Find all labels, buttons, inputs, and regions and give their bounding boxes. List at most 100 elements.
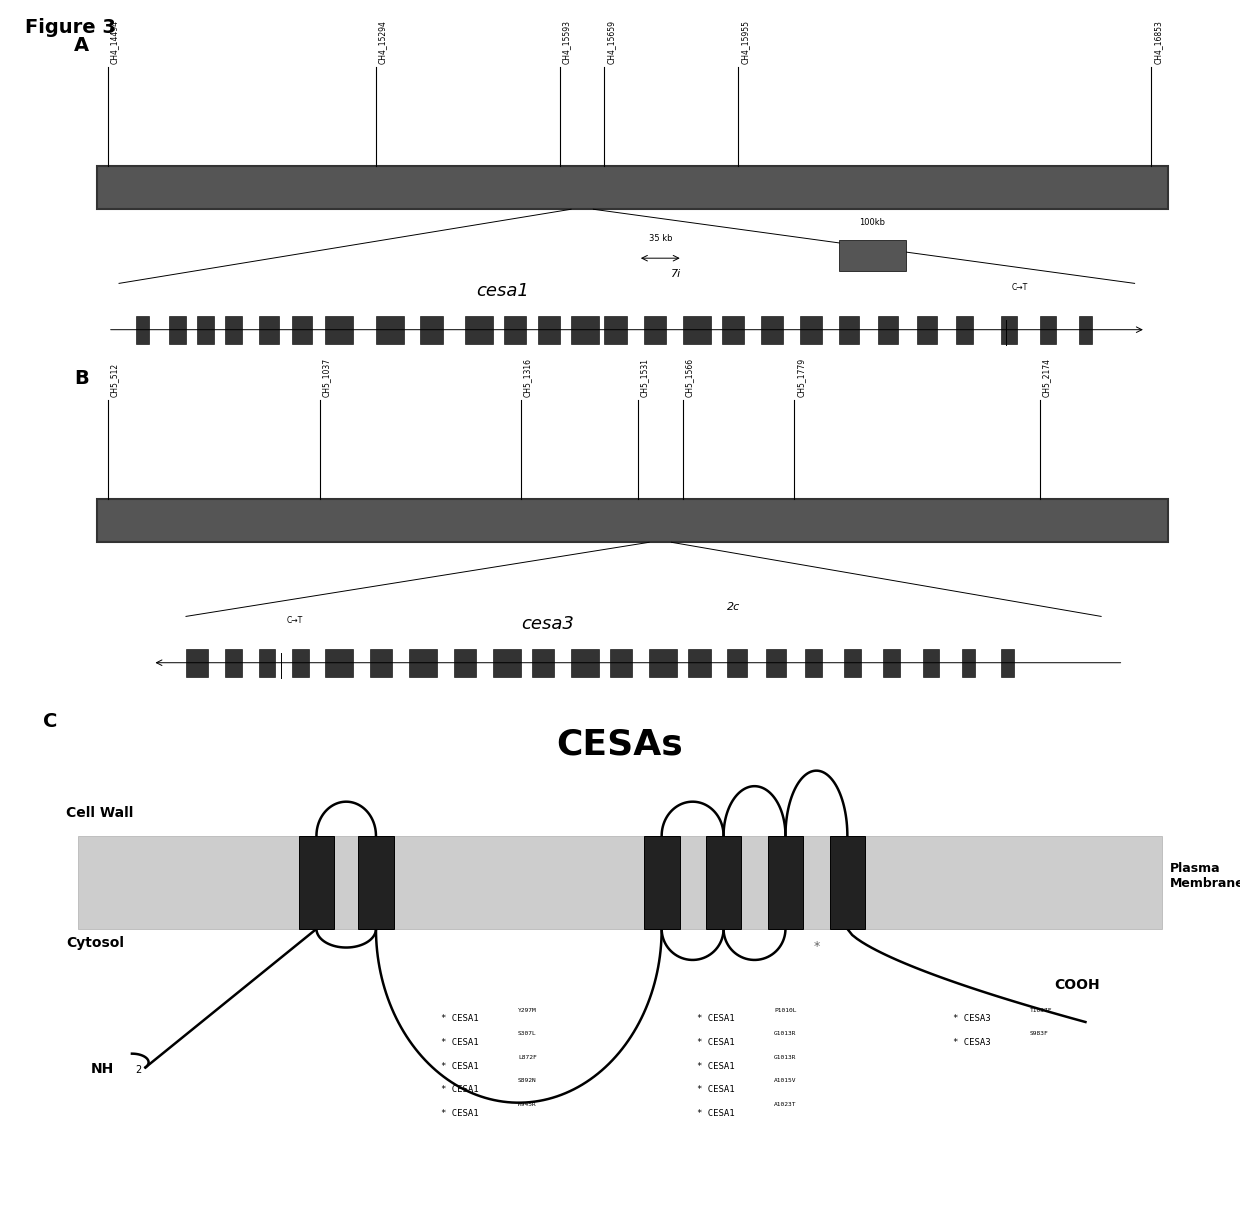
Bar (454, 649, 476, 677)
Text: *: * (813, 940, 820, 953)
Bar (293, 316, 312, 344)
Bar (532, 649, 554, 677)
Text: A: A (74, 36, 89, 56)
Bar (570, 649, 599, 677)
Bar (682, 316, 711, 344)
Text: * CESA1: * CESA1 (697, 1038, 735, 1048)
Bar (325, 316, 353, 344)
Bar (224, 649, 242, 677)
Bar (830, 836, 866, 929)
Text: 2: 2 (135, 1064, 141, 1075)
Text: * CESA1: * CESA1 (441, 1038, 479, 1048)
Text: cesa1: cesa1 (476, 282, 529, 300)
Bar (570, 316, 599, 344)
Text: * CESA3: * CESA3 (954, 1038, 991, 1048)
Text: CH5_2174: CH5_2174 (1042, 358, 1052, 397)
Text: * CESA1: * CESA1 (697, 1015, 735, 1023)
Bar (1001, 316, 1017, 344)
Bar (420, 316, 443, 344)
Bar (492, 649, 521, 677)
Text: CH5_1779: CH5_1779 (796, 358, 806, 397)
Text: Figure 3: Figure 3 (25, 18, 115, 38)
Bar (727, 649, 748, 677)
Text: * CESA1: * CESA1 (697, 1085, 735, 1095)
Text: T1037F: T1037F (1030, 1008, 1053, 1012)
Text: CH5_512: CH5_512 (110, 363, 119, 397)
Bar (838, 240, 905, 270)
Text: G1013R: G1013R (774, 1032, 796, 1037)
Text: CH4_15659: CH4_15659 (606, 21, 616, 64)
Bar (800, 316, 822, 344)
Bar (1001, 649, 1014, 677)
Text: A1023T: A1023T (774, 1102, 796, 1107)
Text: CH4_14494: CH4_14494 (110, 21, 119, 64)
Text: NH: NH (91, 1062, 114, 1075)
Text: S983F: S983F (1030, 1032, 1049, 1037)
Bar (135, 316, 149, 344)
Text: cesa3: cesa3 (521, 615, 574, 633)
Bar (688, 649, 711, 677)
Text: Cytosol: Cytosol (67, 936, 124, 951)
Bar (299, 836, 335, 929)
Text: P1010L: P1010L (774, 1008, 796, 1012)
Bar (1039, 316, 1056, 344)
Bar (465, 316, 492, 344)
Text: CH5_1037: CH5_1037 (322, 358, 331, 397)
Bar (760, 316, 782, 344)
Bar (258, 649, 275, 677)
Bar (644, 316, 666, 344)
Text: CH4_16853: CH4_16853 (1153, 21, 1163, 64)
Bar (78, 836, 1162, 929)
Text: G1013R: G1013R (774, 1055, 796, 1060)
Text: CH5_1566: CH5_1566 (684, 358, 694, 397)
Bar (186, 649, 208, 677)
Bar (293, 649, 309, 677)
Bar (1079, 316, 1092, 344)
Bar (766, 649, 786, 677)
Text: CH4_15955: CH4_15955 (740, 21, 750, 64)
Text: * CESA1: * CESA1 (697, 1062, 735, 1071)
Text: C→T: C→T (1012, 283, 1028, 292)
Text: * CESA1: * CESA1 (441, 1109, 479, 1118)
Text: * CESA1: * CESA1 (697, 1109, 735, 1118)
Bar (409, 649, 436, 677)
Bar (883, 649, 900, 677)
Bar (844, 649, 861, 677)
Text: * CESA1: * CESA1 (441, 1062, 479, 1071)
Text: Cell Wall: Cell Wall (67, 807, 134, 820)
Text: CH5_1316: CH5_1316 (523, 358, 532, 397)
Bar (768, 836, 804, 929)
Bar (961, 649, 975, 677)
Text: COOH: COOH (1054, 977, 1100, 992)
Bar (706, 836, 742, 929)
Bar (537, 316, 559, 344)
Text: * CESA3: * CESA3 (954, 1015, 991, 1023)
Bar (722, 316, 744, 344)
Bar (503, 316, 526, 344)
Text: CH4_15294: CH4_15294 (378, 21, 387, 64)
Text: S892N: S892N (518, 1079, 537, 1084)
Text: 100kb: 100kb (859, 218, 885, 228)
Bar (604, 316, 626, 344)
Text: * CESA1: * CESA1 (441, 1085, 479, 1095)
Text: * CESA1: * CESA1 (441, 1015, 479, 1023)
Text: C→T: C→T (286, 616, 303, 625)
Text: L872F: L872F (518, 1055, 537, 1060)
Bar (325, 649, 353, 677)
Text: 35 kb: 35 kb (649, 234, 672, 242)
Bar (258, 316, 279, 344)
Text: CESAs: CESAs (557, 727, 683, 762)
Bar (923, 649, 939, 677)
Text: 2c: 2c (727, 602, 740, 613)
Bar (376, 316, 403, 344)
Text: K945R: K945R (518, 1102, 537, 1107)
Bar (878, 316, 898, 344)
Text: CH5_1531: CH5_1531 (640, 358, 650, 397)
Text: A1015V: A1015V (774, 1079, 796, 1084)
Text: B: B (74, 369, 89, 389)
Bar (97, 166, 1168, 210)
Text: 7i: 7i (672, 269, 682, 280)
Bar (370, 649, 392, 677)
Bar (916, 316, 937, 344)
Text: Plasma
Membrane: Plasma Membrane (1171, 862, 1240, 890)
